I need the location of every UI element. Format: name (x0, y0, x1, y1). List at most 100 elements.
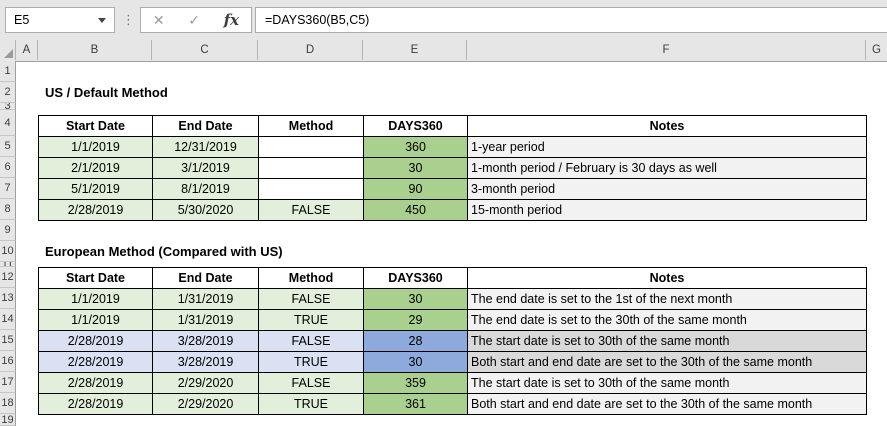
cell-C18[interactable]: 2/29/2020 (152, 393, 259, 415)
row-header-2[interactable]: 2 (0, 82, 16, 103)
row-header-15[interactable]: 15 (0, 330, 16, 351)
cell-F17[interactable]: The start date is set to 30th of the sam… (467, 372, 867, 394)
row-header-18[interactable]: 18 (0, 393, 16, 414)
name-box[interactable]: E5 (5, 7, 115, 33)
cell-B17[interactable]: 2/28/2019 (38, 372, 153, 394)
cell-B6[interactable]: 2/1/2019 (38, 157, 153, 179)
section-title-european-method[interactable]: European Method (Compared with US) (45, 244, 283, 259)
row-header-3-hidden[interactable]: 3 (0, 103, 16, 110)
cell-B5[interactable]: 1/1/2019 (38, 136, 153, 158)
table-row: 1/1/2019 12/31/2019 360 1-year period (38, 136, 867, 158)
cell-D5[interactable] (258, 136, 364, 158)
cell-F7[interactable]: 3-month period (467, 178, 867, 200)
cell-C14[interactable]: 1/31/2019 (152, 309, 259, 331)
cell-F5[interactable]: 1-year period (467, 136, 867, 158)
cell-F6[interactable]: 1-month period / February is 30 days as … (467, 157, 867, 179)
select-all-corner[interactable] (0, 40, 16, 60)
cell-E12[interactable]: DAYS360 (363, 267, 468, 289)
row-header-19[interactable]: 19 (0, 414, 16, 426)
cell-E8[interactable]: 450 (363, 199, 468, 221)
cell-D16[interactable]: TRUE (258, 351, 364, 373)
cell-B18[interactable]: 2/28/2019 (38, 393, 153, 415)
name-box-value: E5 (14, 13, 30, 27)
row-header-7[interactable]: 7 (0, 178, 16, 199)
row-header-13[interactable]: 13 (0, 288, 16, 309)
row-header-8[interactable]: 8 (0, 199, 16, 220)
cell-C15[interactable]: 3/28/2019 (152, 330, 259, 352)
cell-E7[interactable]: 90 (363, 178, 468, 200)
row-header-9[interactable]: 9 (0, 220, 16, 241)
cell-C12[interactable]: End Date (152, 267, 259, 289)
cell-C13[interactable]: 1/31/2019 (152, 288, 259, 310)
cell-C6[interactable]: 3/1/2019 (152, 157, 259, 179)
column-header-d[interactable]: D (258, 40, 363, 60)
cell-F14[interactable]: The end date is set to the 30th of the s… (467, 309, 867, 331)
cell-D14[interactable]: TRUE (258, 309, 364, 331)
row-header-6[interactable]: 6 (0, 157, 16, 178)
cell-C7[interactable]: 8/1/2019 (152, 178, 259, 200)
toolbar-separator-dots: ⋮ (122, 12, 135, 27)
cell-B15[interactable]: 2/28/2019 (38, 330, 153, 352)
cell-E18[interactable]: 361 (363, 393, 468, 415)
cell-F18[interactable]: Both start and end date are set to the 3… (467, 393, 867, 415)
cell-E15[interactable]: 28 (363, 330, 468, 352)
cell-E14[interactable]: 29 (363, 309, 468, 331)
cell-D7[interactable] (258, 178, 364, 200)
cell-D12[interactable]: Method (258, 267, 364, 289)
cell-D13[interactable]: FALSE (258, 288, 364, 310)
cell-E17[interactable]: 359 (363, 372, 468, 394)
column-header-c[interactable]: C (152, 40, 258, 60)
enter-icon[interactable]: ✓ (188, 11, 201, 28)
cell-F12[interactable]: Notes (467, 267, 867, 289)
row-header-11-hidden[interactable]: 11 (0, 262, 16, 267)
cell-F13[interactable]: The end date is set to the 1st of the ne… (467, 288, 867, 310)
row-header-16[interactable]: 16 (0, 351, 16, 372)
cell-B12[interactable]: Start Date (38, 267, 153, 289)
column-header-g[interactable]: G (872, 44, 881, 56)
cell-B4[interactable]: Start Date (38, 115, 153, 137)
row-header-1[interactable]: 1 (0, 61, 16, 82)
cell-D17[interactable]: FALSE (258, 372, 364, 394)
column-header-a[interactable]: A (16, 40, 38, 60)
cell-E16[interactable]: 30 (363, 351, 468, 373)
cell-D18[interactable]: TRUE (258, 393, 364, 415)
cell-E5[interactable]: 360 (363, 136, 468, 158)
row-header-4[interactable]: 4 (0, 110, 16, 136)
cell-D6[interactable] (258, 157, 364, 179)
formula-bar-input[interactable]: =DAYS360(B5,C5) (255, 7, 887, 33)
section-title-us-method[interactable]: US / Default Method (45, 85, 168, 100)
cell-F15[interactable]: The start date is set to 30th of the sam… (467, 330, 867, 352)
row-header-14[interactable]: 14 (0, 309, 16, 330)
cell-C16[interactable]: 3/28/2019 (152, 351, 259, 373)
cell-E6[interactable]: 30 (363, 157, 468, 179)
name-box-dropdown-icon[interactable] (98, 17, 106, 23)
cell-E4[interactable]: DAYS360 (363, 115, 468, 137)
cell-F16[interactable]: Both start and end date are set to the 3… (467, 351, 867, 373)
cell-B8[interactable]: 2/28/2019 (38, 199, 153, 221)
cell-D4[interactable]: Method (258, 115, 364, 137)
cell-C4[interactable]: End Date (152, 115, 259, 137)
row-header-17[interactable]: 17 (0, 372, 16, 393)
cell-B7[interactable]: 5/1/2019 (38, 178, 153, 200)
table-row: 2/28/2019 5/30/2020 FALSE 450 15-month p… (38, 199, 867, 221)
column-header-f[interactable]: F (467, 40, 866, 60)
column-header-e[interactable]: E (363, 40, 467, 60)
cell-C5[interactable]: 12/31/2019 (152, 136, 259, 158)
row-header-12[interactable]: 12 (0, 267, 16, 288)
cell-D8[interactable]: FALSE (258, 199, 364, 221)
cell-B16[interactable]: 2/28/2019 (38, 351, 153, 373)
cell-C8[interactable]: 5/30/2020 (152, 199, 259, 221)
cell-C17[interactable]: 2/29/2020 (152, 372, 259, 394)
cell-F8[interactable]: 15-month period (467, 199, 867, 221)
cancel-icon[interactable]: ✕ (152, 11, 165, 28)
insert-function-icon[interactable]: fx (223, 11, 240, 29)
row-header-5[interactable]: 5 (0, 136, 16, 157)
cell-D15[interactable]: FALSE (258, 330, 364, 352)
cell-E13[interactable]: 30 (363, 288, 468, 310)
cell-B13[interactable]: 1/1/2019 (38, 288, 153, 310)
select-all-triangle-icon (4, 49, 13, 58)
cell-F4[interactable]: Notes (467, 115, 867, 137)
row-header-10[interactable]: 10 (0, 241, 16, 262)
cell-B14[interactable]: 1/1/2019 (38, 309, 153, 331)
column-header-b[interactable]: B (38, 40, 152, 60)
